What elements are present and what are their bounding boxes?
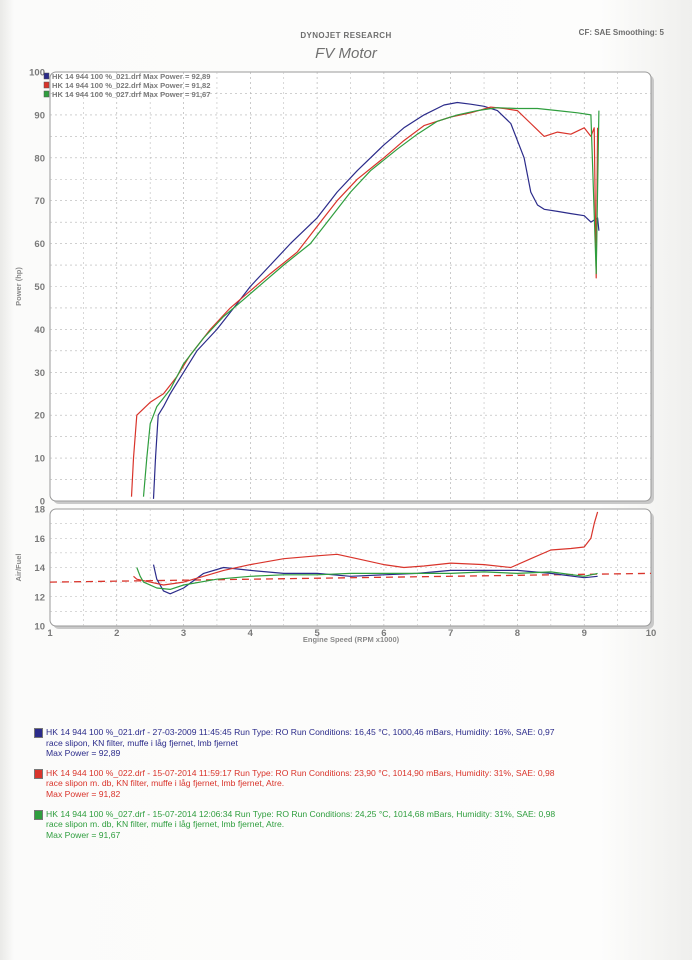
x-tick-label: 6	[381, 628, 386, 639]
run-notes-line: race slipon m. db, KN filter, muffe i lå…	[46, 819, 285, 830]
legend-swatch	[43, 72, 50, 80]
legend-entry: HK 14 944 100 %_022.drf Max Power = 91,8…	[52, 81, 211, 90]
y-tick-label: 100	[29, 68, 45, 79]
run-info-line: HK 14 944 100 %_027.drf - 15-07-2014 12:…	[46, 808, 556, 819]
run-details: HK 14 944 100 %_021.drf - 27-03-2009 11:…	[34, 727, 654, 849]
y-tick-label: 12	[34, 592, 45, 603]
y-tick-label: 40	[34, 325, 45, 336]
run-info-line: HK 14 944 100 %_021.drf - 27-03-2009 11:…	[46, 727, 555, 737]
legend-entry: HK 14 944 100 %_021.drf Max Power = 92,8…	[52, 72, 211, 81]
y-tick-label: 14	[34, 563, 45, 574]
legend-swatch	[43, 90, 50, 98]
y-tick-label: 0	[40, 497, 45, 508]
y-tick-label: 10	[34, 454, 45, 465]
y-tick-label: 70	[34, 196, 45, 207]
series-line-2	[133, 511, 599, 586]
series-line-1	[152, 101, 600, 499]
correction-smoothing-label: CF: SAE Smoothing: 5	[578, 28, 664, 37]
y-tick-label: 90	[34, 110, 45, 121]
run-color-swatch	[34, 728, 43, 738]
series-line-3	[136, 567, 598, 591]
run-notes-line: race slipon m. db, KN filter, muffe i lå…	[46, 778, 285, 789]
x-tick-label: 4	[248, 628, 254, 639]
y-tick-label: 16	[34, 534, 45, 545]
x-tick-label: 9	[582, 628, 587, 639]
run-info-line: HK 14 944 100 %_022.drf - 15-07-2014 11:…	[46, 767, 555, 778]
run-entry-021: HK 14 944 100 %_021.drf - 27-03-2009 11:…	[34, 727, 654, 759]
y-tick-label: 80	[34, 153, 45, 164]
x-tick-label: 10	[646, 628, 657, 639]
y-tick-label: 10	[34, 622, 45, 633]
run-entry-027: HK 14 944 100 %_027.drf - 15-07-2014 12:…	[34, 809, 654, 841]
legend-entry: HK 14 944 100 %_027.drf Max Power = 91,6…	[52, 90, 211, 99]
y-tick-label: 18	[34, 505, 45, 516]
x-tick-label: 3	[181, 628, 186, 639]
x-tick-label: 2	[114, 628, 119, 639]
y-tick-label: 60	[34, 239, 45, 250]
chart-title: FV Motor	[315, 45, 377, 62]
run-max-power: Max Power = 91,82	[46, 788, 121, 799]
x-tick-label: 1	[47, 628, 53, 639]
power-panel: 0 10 20 30 40 50 60 70 80 90 100 Power (hp)	[14, 68, 654, 508]
dynojet-heading: DYNOJET RESEARCH	[300, 31, 392, 40]
y-tick-label: 20	[34, 411, 45, 422]
run-max-power: Max Power = 91,67	[46, 829, 121, 840]
y-tick-label: 50	[34, 282, 45, 293]
y-axis-title: Air/Fuel	[14, 554, 23, 582]
run-notes-line: race slipon, KN filter, muffe i låg fjer…	[46, 737, 238, 748]
run-entry-022: HK 14 944 100 %_022.drf - 15-07-2014 11:…	[34, 768, 654, 800]
series-line-1	[152, 564, 598, 595]
run-color-swatch	[34, 809, 43, 820]
x-tick-label: 8	[515, 628, 520, 639]
y-tick-label: 30	[34, 368, 45, 379]
target-air-fuel-line	[49, 572, 652, 583]
run-color-swatch	[34, 768, 43, 779]
x-tick-label: 7	[448, 628, 453, 639]
y-axis-title: Power (hp)	[14, 267, 23, 306]
legend-swatch	[43, 81, 50, 89]
series-line-3	[142, 107, 600, 497]
x-axis-title: Engine Speed (RPM x1000)	[303, 635, 400, 644]
air-fuel-panel: 10 12 14 16 18 Air/Fuel	[14, 505, 654, 633]
x-tick-label: 5	[314, 628, 320, 639]
run-max-power: Max Power = 92,89	[46, 748, 121, 759]
